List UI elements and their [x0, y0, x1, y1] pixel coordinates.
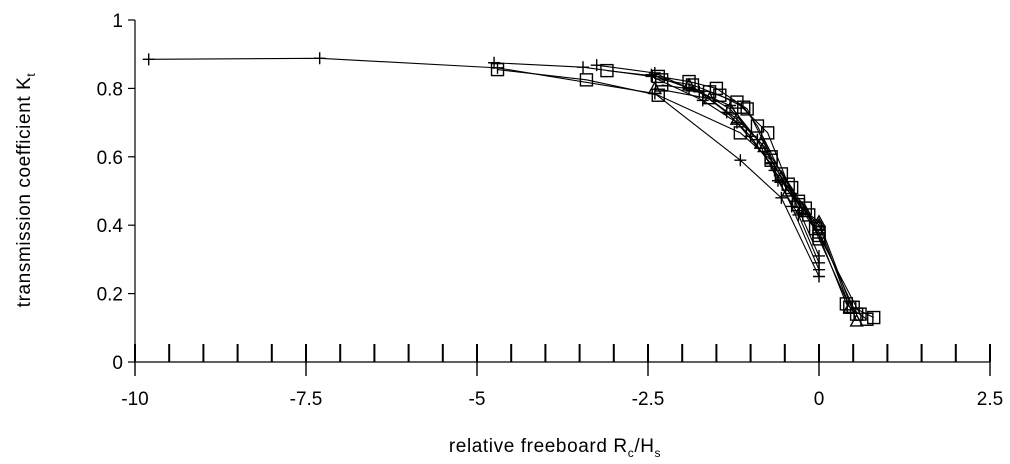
y-axis-label: transmission coefficient Kt: [14, 73, 38, 308]
square-marker: [733, 126, 748, 140]
plus-marker: [813, 249, 825, 262]
series-line: [497, 69, 858, 315]
series-5: [490, 62, 864, 321]
square-marker: [761, 126, 775, 140]
square-marker: [682, 74, 696, 89]
x-tick-label: -5: [469, 389, 486, 410]
y-tick-label: 0.6: [97, 148, 123, 169]
square-marker: [600, 63, 614, 78]
y-tick-label: 0.4: [97, 216, 124, 237]
triangle-marker: [757, 139, 772, 153]
series-9: [647, 80, 864, 327]
series-7: [654, 73, 867, 321]
square-marker: [730, 95, 744, 109]
axes: 0 0.2 0.4 0.6 0.8 1 -10 -7.5 -5 -2.5 0 2.5: [97, 11, 1004, 410]
series-line: [148, 57, 820, 277]
plus-marker: [577, 61, 590, 74]
y-axis-label-sub: t: [24, 73, 38, 77]
series-line: [688, 84, 851, 308]
triangle-marker: [849, 313, 864, 327]
series-line: [596, 64, 820, 264]
square-marker: [802, 208, 816, 222]
series-4: [645, 68, 825, 262]
x-tick-label: 2.5: [977, 389, 1003, 410]
y-tick-label: 0.8: [97, 79, 123, 100]
square-marker: [490, 62, 505, 77]
plus-marker: [142, 53, 155, 66]
plus-marker: [313, 52, 326, 65]
triangle-marker: [798, 204, 813, 218]
triangle-marker: [774, 169, 789, 184]
triangle-marker: [842, 299, 857, 313]
triangle-marker: [781, 183, 796, 197]
y-tick-label: 0.2: [97, 285, 123, 306]
square-marker: [579, 73, 594, 87]
square-marker: [713, 88, 727, 102]
triangle-marker: [794, 200, 810, 214]
square-marker: [750, 119, 765, 133]
triangle-marker: [681, 77, 697, 91]
triangle-marker: [753, 135, 769, 149]
square-marker: [740, 102, 754, 116]
series-line: [661, 84, 868, 320]
square-marker: [702, 85, 717, 99]
series-line: [661, 79, 861, 315]
y-axis-label-main: transmission coefficient K: [14, 77, 35, 308]
y-tick-label: 0: [112, 353, 123, 374]
series-line: [494, 62, 820, 270]
x-axis-label-sub2: s: [655, 446, 662, 460]
square-marker: [867, 310, 881, 325]
plus-marker: [734, 154, 747, 167]
plus-marker: [775, 191, 788, 204]
x-tick-label: -2.5: [632, 389, 665, 410]
triangle-marker: [647, 80, 663, 95]
plus-marker: [696, 94, 709, 107]
x-axis-label-main: relative freeboard R: [449, 436, 628, 457]
square-marker: [860, 312, 874, 326]
series-layer: [142, 52, 881, 327]
triangle-marker: [729, 111, 745, 125]
plus-marker: [488, 56, 501, 69]
triangle-marker: [722, 101, 738, 115]
x-tick-label: 0: [814, 389, 825, 410]
series-10: [681, 77, 857, 313]
y-tick-label: 1: [112, 11, 123, 32]
x-axis-label: relative freeboard Rc/Hs: [449, 436, 661, 460]
x-tick-label: -10: [121, 389, 148, 410]
x-axis-label-sub1: c: [628, 446, 635, 460]
triangle-marker: [811, 214, 827, 228]
series-6: [600, 63, 881, 325]
square-marker: [737, 100, 751, 114]
x-axis-label-mid: /H: [634, 436, 654, 457]
triangle-marker: [811, 217, 827, 231]
x-tick-label: -7.5: [290, 389, 323, 410]
square-marker: [651, 69, 665, 84]
